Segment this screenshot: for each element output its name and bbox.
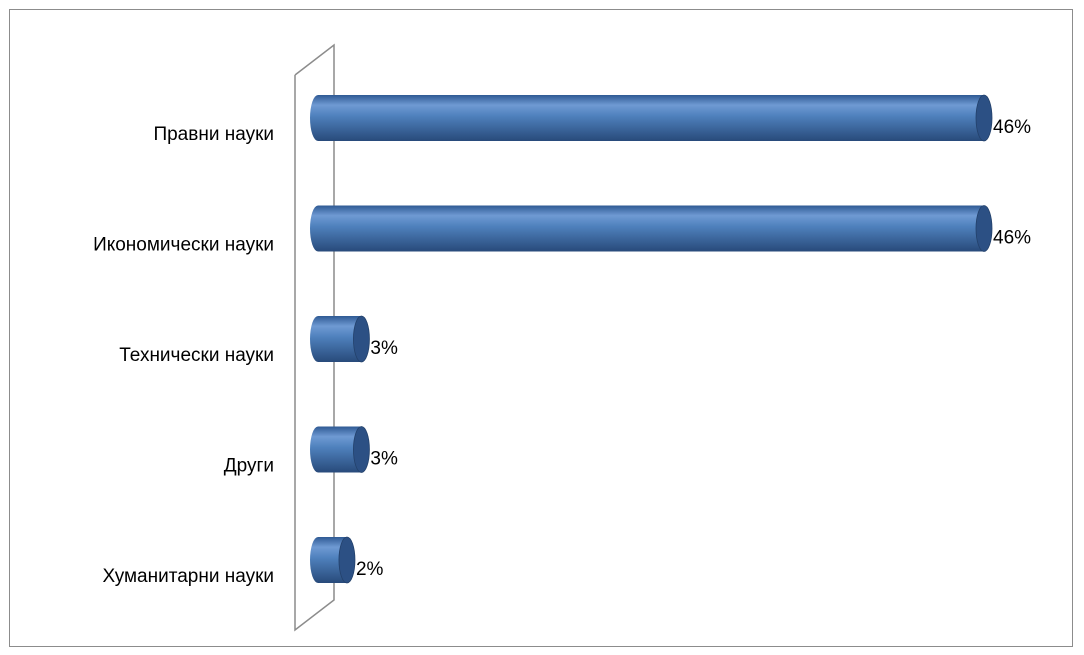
data-label-2: 3% [370,338,398,359]
axis-wall [294,43,335,632]
category-label-2: Технически науки [119,345,274,366]
data-label-4: 2% [356,559,384,580]
category-label-0: Правни науки [153,124,274,145]
category-label-4: Хуманитарни науки [102,566,274,587]
bar-end-cap [975,205,993,252]
data-label-3: 3% [370,449,398,470]
bar-4 [310,536,356,584]
bars-layer [310,94,993,584]
bar-2 [310,315,370,363]
category-label-3: Други [224,456,274,477]
bar-end-cap [353,426,370,473]
bar-body [318,95,984,141]
bar-end-cap [353,315,370,363]
data-labels: 46% 46% 3% 3% 2% [356,117,1031,580]
data-label-1: 46% [993,228,1031,249]
bar-0 [310,94,993,142]
data-label-0: 46% [993,117,1031,138]
category-label-1: Икономически науки [93,235,274,256]
bar-end-cap [975,94,993,142]
bar-1 [310,205,993,252]
bar-body [318,205,984,252]
bar-end-cap [338,536,356,584]
bar-3 [310,426,370,473]
category-labels: Правни науки Икономически науки Технически… [93,124,274,587]
